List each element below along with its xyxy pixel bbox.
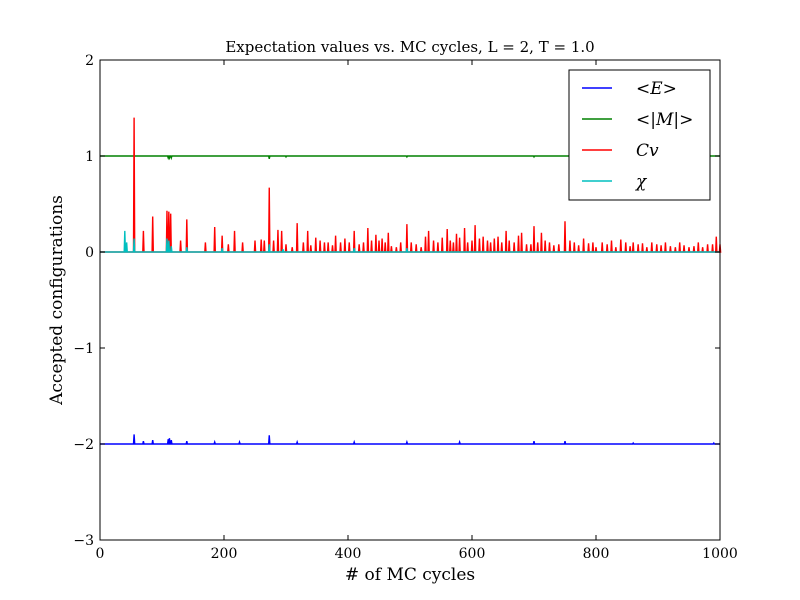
legend: <E> <|M|> Cv χ: [568, 69, 711, 201]
y-tick-label: −2: [73, 437, 94, 453]
x-axis-label: # of MC cycles: [345, 565, 475, 585]
x-tick-label: 800: [583, 546, 610, 562]
series-line-e-0: [100, 434, 720, 445]
series-layer: [100, 117, 722, 445]
legend-box: [568, 69, 711, 201]
y-tick-label: 2: [85, 53, 94, 69]
legend-label-e-0: <E>: [636, 79, 677, 99]
y-tick-label: −3: [73, 533, 94, 549]
x-tick-label: 200: [211, 546, 238, 562]
x-tick-label: 400: [335, 546, 362, 562]
y-axis-label: Accepted configurations: [47, 195, 67, 406]
series-line-chi-3: [100, 230, 720, 253]
y-tick-label: −1: [73, 341, 94, 357]
y-tick-label: 0: [85, 245, 94, 261]
chart-title: Expectation values vs. MC cycles, L = 2,…: [225, 38, 594, 56]
y-tick-label: 1: [85, 149, 94, 165]
x-tick-label: 600: [459, 546, 486, 562]
x-tick-label: 1000: [702, 546, 738, 562]
x-tick-label: 0: [96, 546, 105, 562]
plot-frame: [99, 59, 721, 541]
legend-label-chi-3: χ: [635, 172, 648, 192]
series-line-cv-2: [100, 117, 722, 253]
ticks-layer: 0 200 400 600 800 1000 −3 −2 −1 0 1 2: [73, 53, 737, 562]
legend-label-m-1: <|M|>: [636, 110, 693, 130]
legend-label-cv-2: Cv: [636, 141, 659, 161]
series-line-m-1: [100, 155, 720, 161]
